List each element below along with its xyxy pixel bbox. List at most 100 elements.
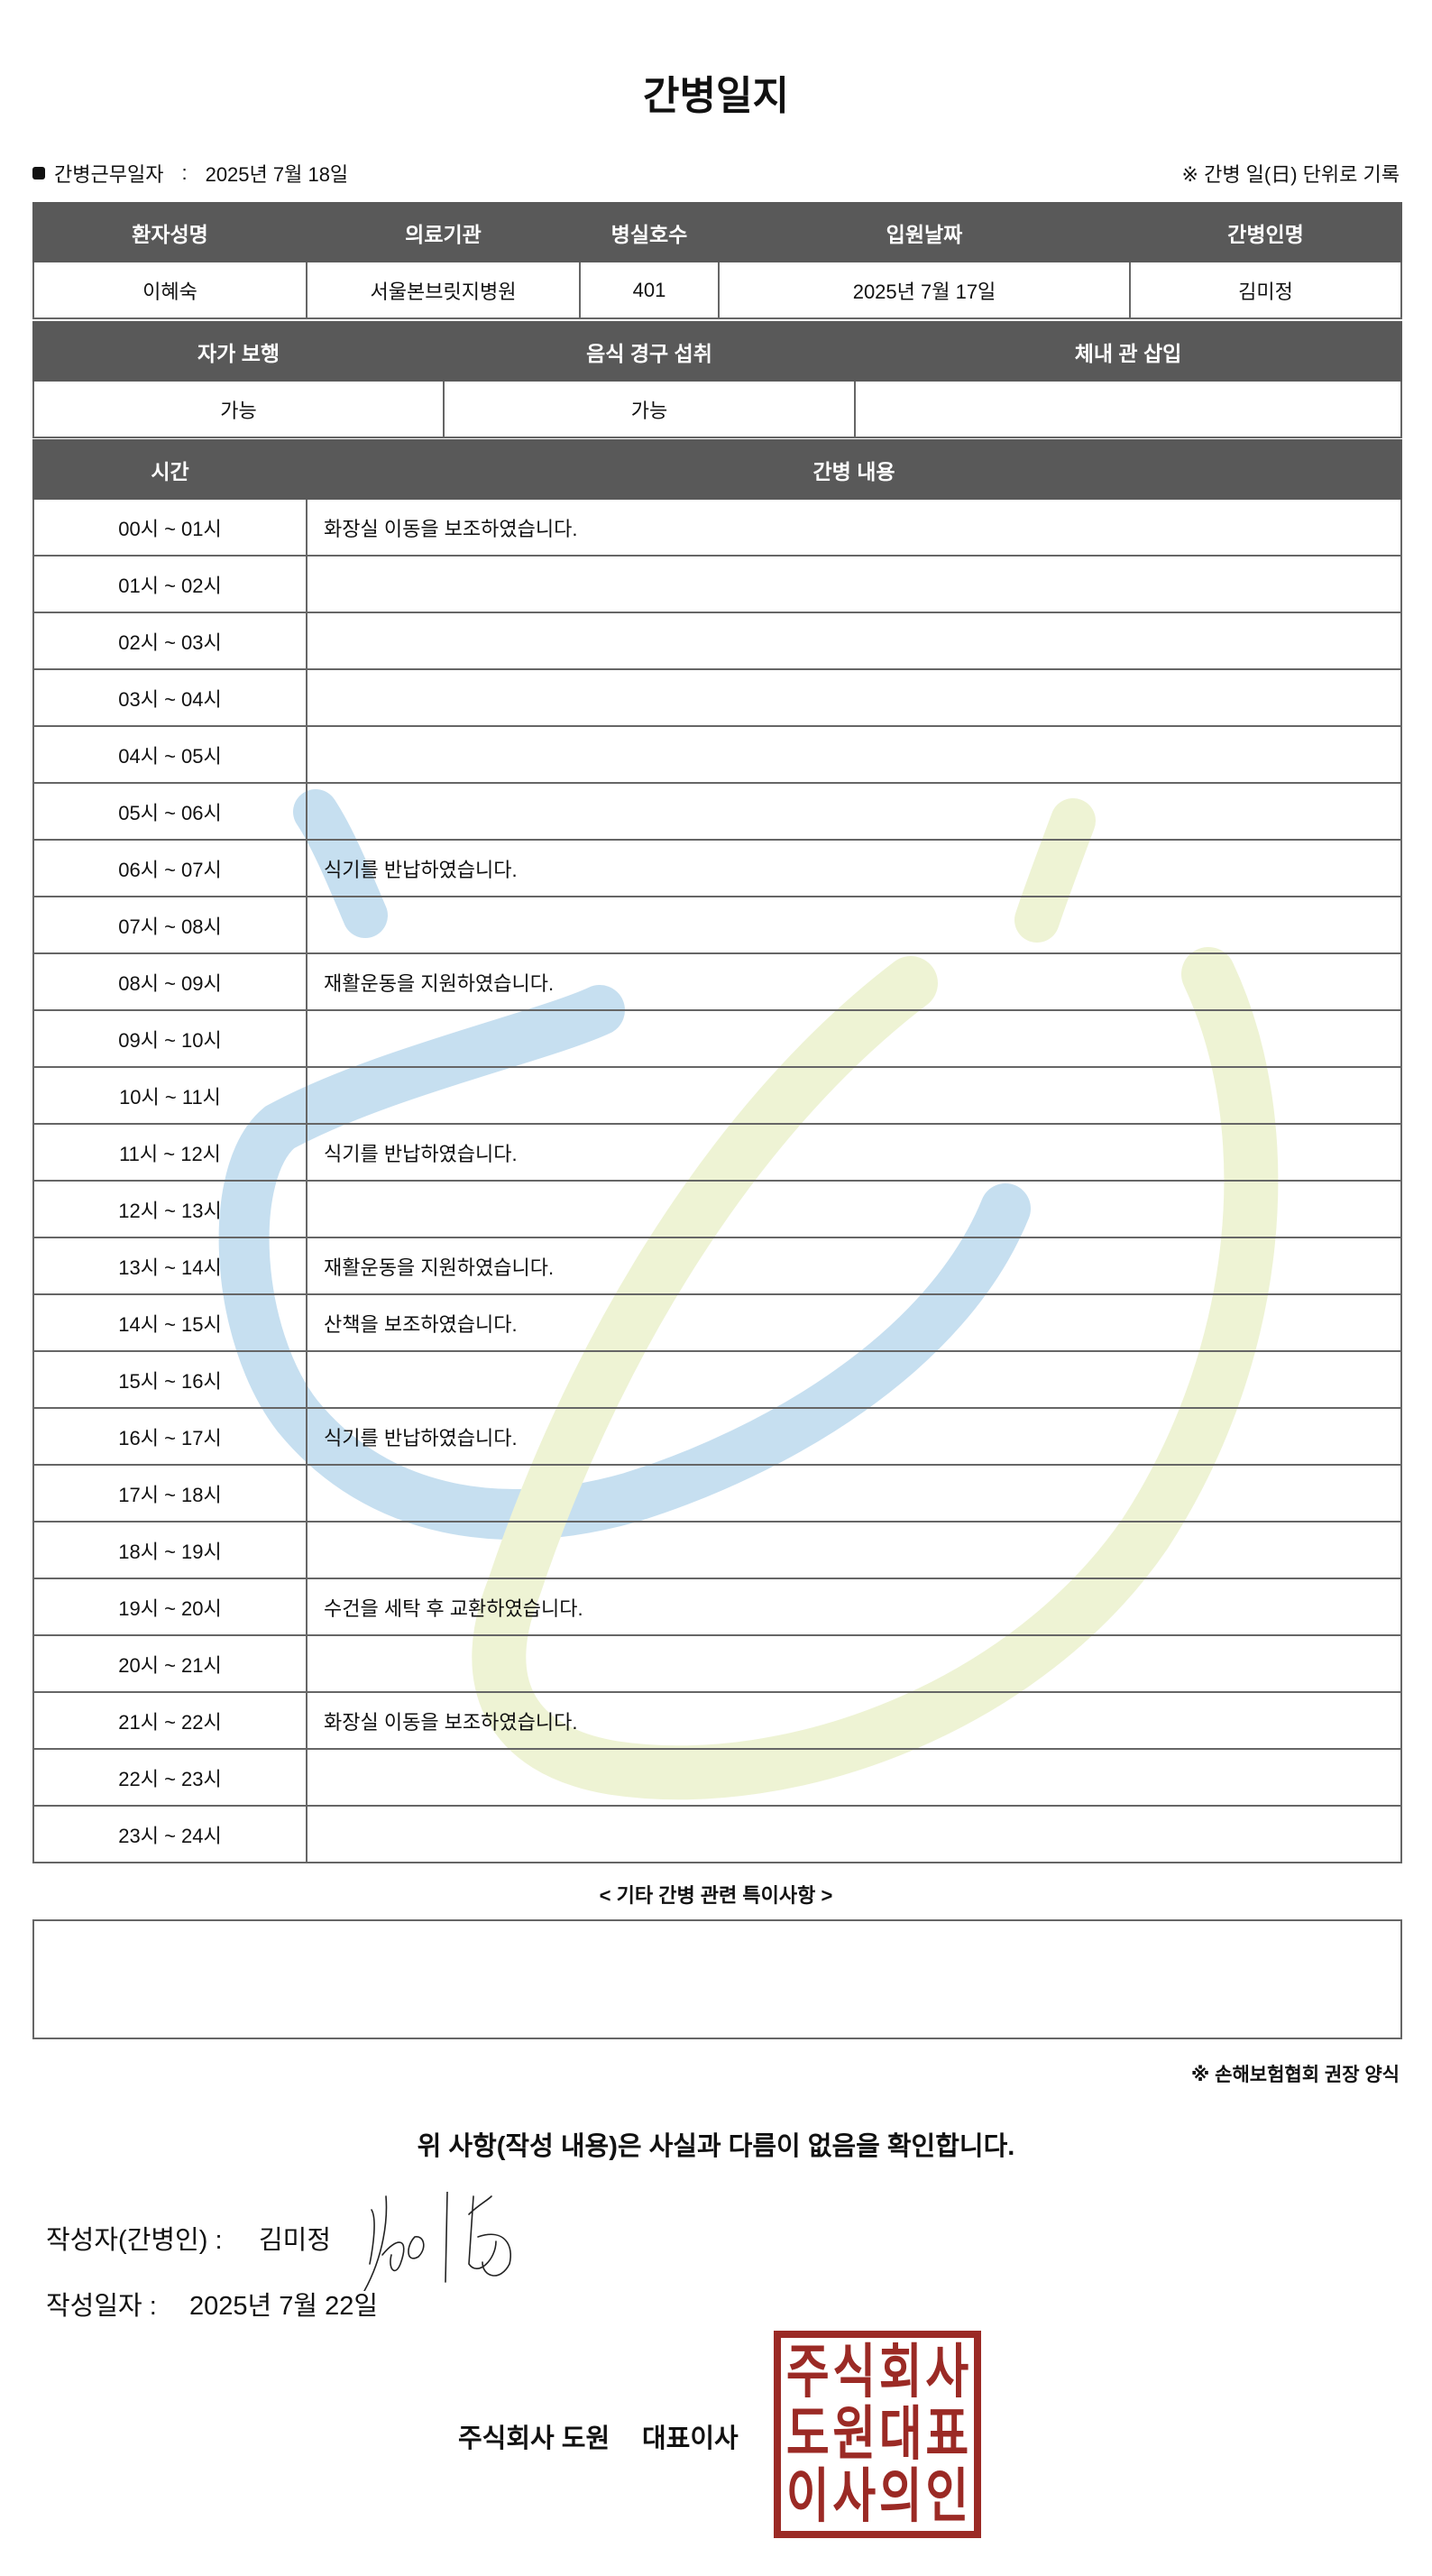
- handwritten-signature: [363, 2192, 511, 2291]
- log-time: 17시 ~ 18시: [32, 1464, 308, 1523]
- admission-date: 2025년 7월 17일: [718, 261, 1131, 319]
- log-row: 03시 ~ 04시: [32, 668, 1402, 727]
- log-row: 09시 ~ 10시: [32, 1009, 1402, 1068]
- header-time: 시간: [32, 439, 308, 500]
- stamp-char: 의: [878, 2463, 923, 2529]
- log-row: 15시 ~ 16시: [32, 1350, 1402, 1409]
- status-table: 자가 보행 음식 경구 섭취 체내 관 삽입 가능 가능: [32, 321, 1402, 438]
- log-time: 21시 ~ 22시: [32, 1691, 308, 1750]
- log-content: [306, 1066, 1402, 1125]
- log-row: 16시 ~ 17시 식기를 반납하였습니다.: [32, 1407, 1402, 1466]
- log-time: 22시 ~ 23시: [32, 1748, 308, 1807]
- care-log-table: 시간 간병 내용 00시 ~ 01시 화장실 이동을 보조하였습니다. 01시 ~ …: [32, 439, 1402, 1863]
- etc-label: < 기타 간병 관련 특이사항 >: [599, 1884, 833, 1907]
- log-content: [306, 668, 1402, 727]
- log-row: 19시 ~ 20시 수건을 세탁 후 교환하였습니다.: [32, 1578, 1402, 1636]
- header-admission-date: 입원날짜: [718, 202, 1131, 262]
- log-time: 03시 ~ 04시: [32, 668, 308, 727]
- header-room: 병실호수: [579, 202, 720, 262]
- header-hospital: 의료기관: [306, 202, 581, 262]
- stamp-char: 식: [832, 2340, 877, 2406]
- writer-name: 김미정: [259, 2226, 332, 2255]
- log-time: 18시 ~ 19시: [32, 1521, 308, 1579]
- log-time: 10시 ~ 11시: [32, 1066, 308, 1125]
- log-time: 08시 ~ 09시: [32, 952, 308, 1011]
- stamp-char: 원: [832, 2401, 877, 2468]
- log-content: 화장실 이동을 보조하였습니다.: [306, 498, 1402, 557]
- log-time: 13시 ~ 14시: [32, 1237, 308, 1295]
- log-content: [306, 1009, 1402, 1068]
- written-date-value: 2025년 7월 22일: [189, 2292, 379, 2321]
- header-tube: 체내 관 삽입: [854, 321, 1402, 382]
- log-content: [306, 1350, 1402, 1409]
- log-time: 19시 ~ 20시: [32, 1578, 308, 1636]
- stamp-char: 인: [925, 2463, 969, 2529]
- log-row: 23시 ~ 24시: [32, 1805, 1402, 1863]
- log-row: 01시 ~ 02시: [32, 555, 1402, 613]
- log-row: 02시 ~ 03시: [32, 612, 1402, 670]
- patient-table: 환자성명 의료기관 병실호수 입원날짜 간병인명 이혜숙 서울본브릿지병원 40…: [32, 202, 1402, 319]
- log-content: 재활운동을 지원하였습니다.: [306, 952, 1402, 1011]
- log-header-row: 시간 간병 내용: [32, 439, 1402, 500]
- log-content: [306, 555, 1402, 613]
- header-oral-intake: 음식 경구 섭취: [443, 321, 856, 382]
- log-content: 재활운동을 지원하였습니다.: [306, 1237, 1402, 1295]
- tube-value: [854, 380, 1402, 438]
- patient-header-row: 환자성명 의료기관 병실호수 입원날짜 간병인명: [32, 202, 1402, 262]
- log-time: 11시 ~ 12시: [32, 1123, 308, 1182]
- log-content: [306, 782, 1402, 841]
- stamp-char: 회: [878, 2340, 923, 2406]
- oral-intake-value: 가능: [443, 380, 856, 438]
- walking-value: 가능: [32, 380, 445, 438]
- log-time: 14시 ~ 15시: [32, 1293, 308, 1352]
- log-row: 11시 ~ 12시 식기를 반납하였습니다.: [32, 1123, 1402, 1182]
- separator: :: [181, 161, 188, 184]
- log-content: [306, 1805, 1402, 1863]
- log-content: [306, 1521, 1402, 1579]
- room-number: 401: [579, 261, 720, 319]
- log-row: 18시 ~ 19시: [32, 1521, 1402, 1579]
- log-time: 15시 ~ 16시: [32, 1350, 308, 1409]
- log-row: 21시 ~ 22시 화장실 이동을 보조하였습니다.: [32, 1691, 1402, 1750]
- log-time: 16시 ~ 17시: [32, 1407, 308, 1466]
- bullet-square-icon: [32, 167, 45, 179]
- log-content: [306, 725, 1402, 784]
- log-content: 식기를 반납하였습니다.: [306, 1123, 1402, 1182]
- header-caregiver: 간병인명: [1129, 202, 1402, 262]
- status-value-row: 가능 가능: [32, 380, 1402, 438]
- stamp-char: 도: [785, 2401, 830, 2468]
- log-content: [306, 1180, 1402, 1238]
- log-content: [306, 1634, 1402, 1693]
- log-content: [306, 612, 1402, 670]
- log-row: 04시 ~ 05시: [32, 725, 1402, 784]
- log-content: [306, 1748, 1402, 1807]
- log-time: 20시 ~ 21시: [32, 1634, 308, 1693]
- log-time: 05시 ~ 06시: [32, 782, 308, 841]
- company-name: 주식회사 도원: [458, 2424, 610, 2453]
- caregiver-name: 김미정: [1129, 261, 1402, 319]
- log-row: 10시 ~ 11시: [32, 1066, 1402, 1125]
- stamp-char: 이: [785, 2463, 830, 2529]
- log-content: 식기를 반납하였습니다.: [306, 1407, 1402, 1466]
- log-time: 04시 ~ 05시: [32, 725, 308, 784]
- log-row: 00시 ~ 01시 화장실 이동을 보조하였습니다.: [32, 498, 1402, 557]
- log-row: 13시 ~ 14시 재활운동을 지원하였습니다.: [32, 1237, 1402, 1295]
- writer-label: 작성자(간병인) :: [46, 2226, 223, 2255]
- ceo-title: 대표이사: [642, 2424, 739, 2453]
- log-content: [306, 896, 1402, 954]
- log-row: 12시 ~ 13시: [32, 1180, 1402, 1238]
- log-row: 20시 ~ 21시: [32, 1634, 1402, 1693]
- status-header-row: 자가 보행 음식 경구 섭취 체내 관 삽입: [32, 321, 1402, 382]
- hospital: 서울본브릿지병원: [306, 261, 581, 319]
- stamp-char: 대: [878, 2401, 923, 2468]
- log-content: 수건을 세탁 후 교환하였습니다.: [306, 1578, 1402, 1636]
- log-content: 식기를 반납하였습니다.: [306, 839, 1402, 897]
- log-content: 화장실 이동을 보조하였습니다.: [306, 1691, 1402, 1750]
- form-note: ※ 손해보험협회 권장 양식: [1190, 2065, 1400, 2085]
- log-time: 12시 ~ 13시: [32, 1180, 308, 1238]
- header-patient-name: 환자성명: [32, 202, 308, 262]
- log-row: 08시 ~ 09시 재활운동을 지원하였습니다.: [32, 952, 1402, 1011]
- record-note: ※ 간병 일(日) 단위로 기록: [1181, 163, 1400, 186]
- log-time: 23시 ~ 24시: [32, 1805, 308, 1863]
- log-time: 07시 ~ 08시: [32, 896, 308, 954]
